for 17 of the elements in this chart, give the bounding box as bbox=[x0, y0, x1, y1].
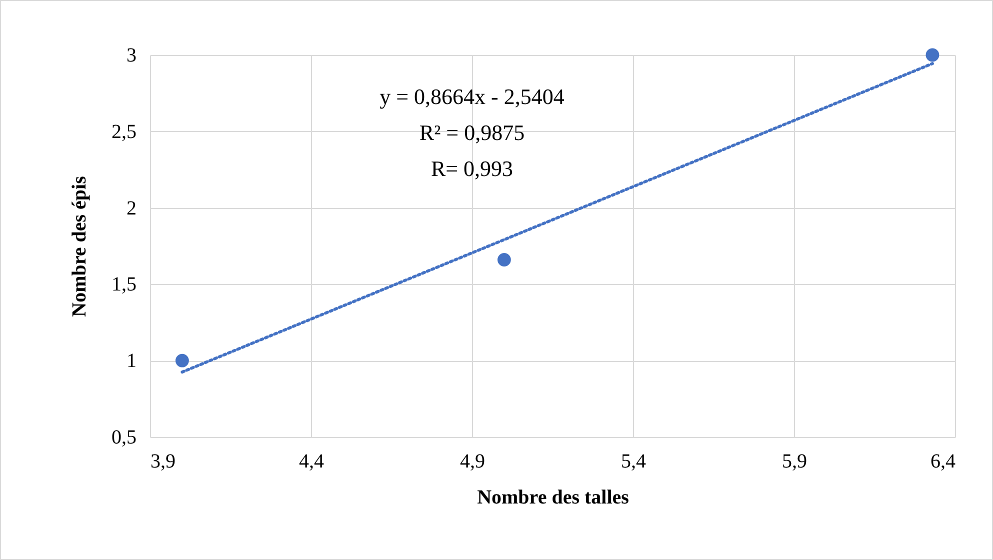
annotation: R= 0,993 bbox=[430, 156, 514, 181]
y-tick-label: 1 bbox=[126, 350, 136, 372]
y-axis-title: Nombre des épis bbox=[68, 176, 90, 317]
y-tick-label: 1,5 bbox=[112, 274, 136, 296]
annotation: R² = 0,9875 bbox=[419, 120, 525, 145]
x-tick-label: 5,9 bbox=[782, 450, 807, 472]
y-tick-label: 0,5 bbox=[112, 426, 136, 448]
y-tick-label: 2,5 bbox=[112, 120, 136, 143]
x-tick-label: 6,4 bbox=[930, 450, 956, 472]
annotation: y = 0,8664x - 2,5404 bbox=[380, 84, 564, 109]
x-tick-label: 4,4 bbox=[299, 450, 324, 472]
x-tick-label: 3,9 bbox=[150, 450, 176, 472]
y-tick-label: 3 bbox=[126, 44, 136, 66]
x-axis-title: Nombre des talles bbox=[477, 486, 630, 508]
y-tick-label: 2 bbox=[126, 197, 136, 220]
x-tick-label: 5,4 bbox=[621, 450, 646, 472]
x-tick-label: 4,9 bbox=[460, 450, 485, 472]
